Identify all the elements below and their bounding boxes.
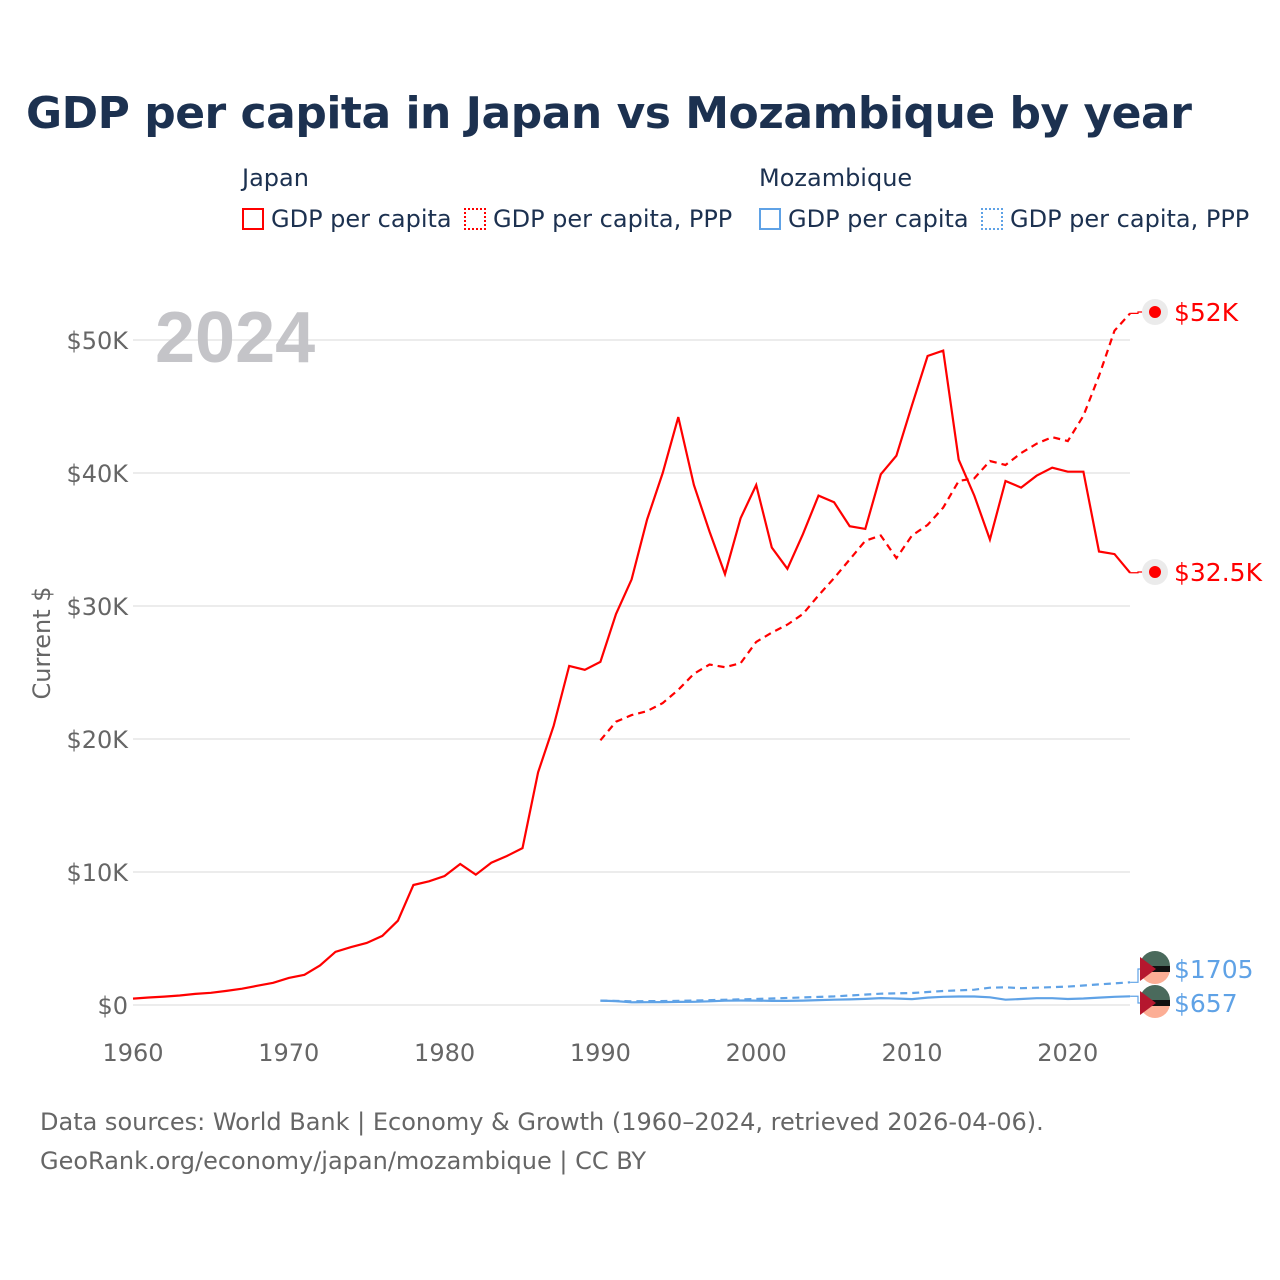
y-tick-label: $20K [66,726,129,754]
x-tick-label: 2000 [726,1039,787,1067]
end-value-label: $32.5K [1174,558,1263,587]
series-line [132,349,1131,1000]
y-tick-label: $40K [66,460,129,488]
end-value-label: $52K [1174,298,1239,327]
y-axis-label: Current $ [28,586,56,699]
x-tick-label: 1960 [102,1039,163,1067]
end-marker [1149,306,1161,318]
legend-swatch-solid-red [242,208,264,230]
legend-group-japan: Japan [242,164,309,192]
end-connector [1130,571,1145,574]
series-line [600,995,1131,1004]
legend-mozambique-gdp[interactable]: GDP per capita [759,205,969,233]
legend-group-mozambique: Mozambique [759,164,913,192]
legend-mozambique-gdp-ppp[interactable]: GDP per capita, PPP [981,205,1249,233]
legend-label: GDP per capita, PPP [493,205,733,233]
legend-swatch-dotted-blue [981,208,1003,230]
year-watermark: 2024 [155,298,315,378]
footer-link[interactable]: GeoRank.org/economy/japan/mozambique | C… [40,1147,647,1175]
legend-swatch-solid-blue [759,208,781,230]
series-line [599,312,1131,742]
mozambique-flag-icon [1140,951,1170,984]
end-value-label: $1705 [1174,955,1254,984]
end-connector [1130,311,1145,314]
x-tick-label: 1970 [258,1039,319,1067]
y-tick-label: $0 [97,992,128,1020]
mozambique-flag-icon [1140,985,1170,1018]
legend-label: GDP per capita, PPP [1010,205,1250,233]
chart-title: GDP per capita in Japan vs Mozambique by… [26,88,1192,139]
y-tick-label: $50K [66,327,129,355]
x-tick-label: 1980 [414,1039,475,1067]
legend-japan-gdp-ppp[interactable]: GDP per capita, PPP [464,205,732,233]
legend-label: GDP per capita [788,205,969,233]
legend-swatch-dotted-red [464,208,486,230]
x-tick-label: 1990 [570,1039,631,1067]
end-value-label: $657 [1174,989,1238,1018]
end-marker [1149,566,1161,578]
footer-sources: Data sources: World Bank | Economy & Gro… [40,1108,1044,1136]
y-tick-label: $10K [66,859,129,887]
legend-label: GDP per capita [271,205,452,233]
legend-japan-gdp[interactable]: GDP per capita [242,205,452,233]
y-tick-label: $30K [66,593,129,621]
x-tick-label: 2020 [1037,1039,1098,1067]
x-tick-label: 2010 [881,1039,942,1067]
